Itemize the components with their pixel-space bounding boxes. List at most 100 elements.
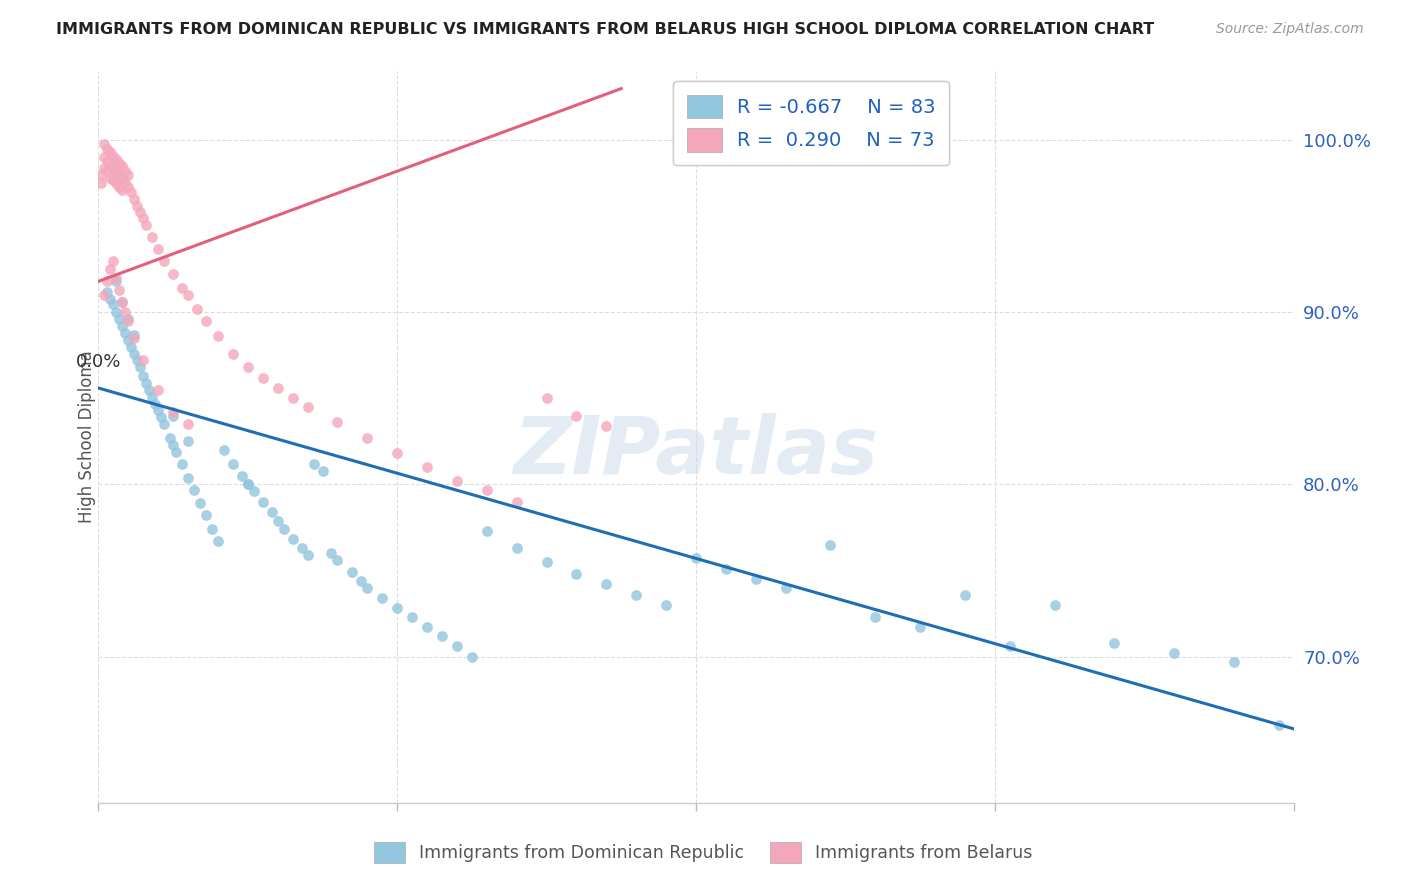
Point [188,496,211,510]
Point [124,346,146,360]
Point [138,383,160,397]
Point [135,218,157,232]
Point [93,161,115,175]
Point [132,369,155,384]
Point [120,185,142,199]
Point [297,400,319,414]
Point [117,168,139,182]
Point [865,610,887,624]
Point [148,403,170,417]
Text: IMMIGRANTS FROM DOMINICAN REPUBLIC VS IMMIGRANTS FROM BELARUS HIGH SCHOOL DIPLOM: IMMIGRANTS FROM DOMINICAN REPUBLIC VS IM… [56,22,1154,37]
Point [401,610,423,624]
Point [105,176,128,190]
Point [252,494,274,508]
Point [105,152,128,166]
Point [207,329,229,343]
Point [124,327,146,342]
Point [1104,636,1126,650]
Point [111,159,134,173]
Point [231,468,253,483]
Point [260,505,283,519]
Point [108,179,131,194]
Point [129,360,152,375]
Point [117,333,139,347]
Legend: R = -0.667    N = 83, R =  0.290    N = 73: R = -0.667 N = 83, R = 0.290 N = 73 [673,81,949,166]
Point [385,446,409,460]
Point [96,142,118,156]
Point [96,274,118,288]
Point [98,262,122,277]
Point [111,295,134,310]
Point [446,474,468,488]
Point [565,409,588,423]
Point [159,431,181,445]
Point [127,198,149,212]
Point [212,442,235,457]
Point [281,533,304,547]
Point [195,314,218,328]
Point [117,312,139,326]
Point [281,392,304,406]
Point [461,649,484,664]
Point [117,314,139,328]
Point [114,326,136,340]
Point [371,591,394,605]
Point [1043,598,1066,612]
Point [236,477,259,491]
Point [103,173,125,187]
Point [595,577,617,591]
Point [195,508,218,523]
Point [141,390,163,404]
Point [326,553,349,567]
Point [114,164,136,178]
Point [153,417,176,432]
Point [103,161,125,175]
Point [127,353,149,368]
Point [117,179,139,194]
Point [103,296,125,310]
Point [685,551,707,566]
Point [273,522,295,536]
Point [162,405,184,419]
Point [111,171,134,186]
Point [291,541,314,555]
Point [105,271,128,285]
Point [111,295,134,310]
Point [105,305,128,319]
Point [98,159,122,173]
Point [177,470,200,484]
Point [506,494,529,508]
Point [714,562,737,576]
Point [775,581,797,595]
Point [745,572,768,586]
Point [143,396,166,410]
Point [201,522,224,536]
Point [243,484,266,499]
Point [153,253,176,268]
Point [132,211,155,225]
Point [252,370,274,384]
Point [148,242,170,256]
Point [186,301,208,316]
Point [321,546,343,560]
Point [506,541,529,555]
Legend: Immigrants from Dominican Republic, Immigrants from Belarus: Immigrants from Dominican Republic, Immi… [367,835,1039,870]
Point [1163,646,1185,660]
Point [1267,718,1289,732]
Point [108,155,131,169]
Point [177,417,200,432]
Point [183,483,205,497]
Point [236,477,259,491]
Point [236,360,259,375]
Text: ZIPatlas: ZIPatlas [513,413,879,491]
Point [98,171,122,186]
Point [135,376,157,390]
Point [475,524,498,538]
Point [103,253,125,268]
Point [98,145,122,160]
Point [96,164,118,178]
Point [172,457,194,471]
Y-axis label: High School Diploma: High School Diploma [79,351,96,524]
Point [111,319,134,334]
Point [953,588,976,602]
